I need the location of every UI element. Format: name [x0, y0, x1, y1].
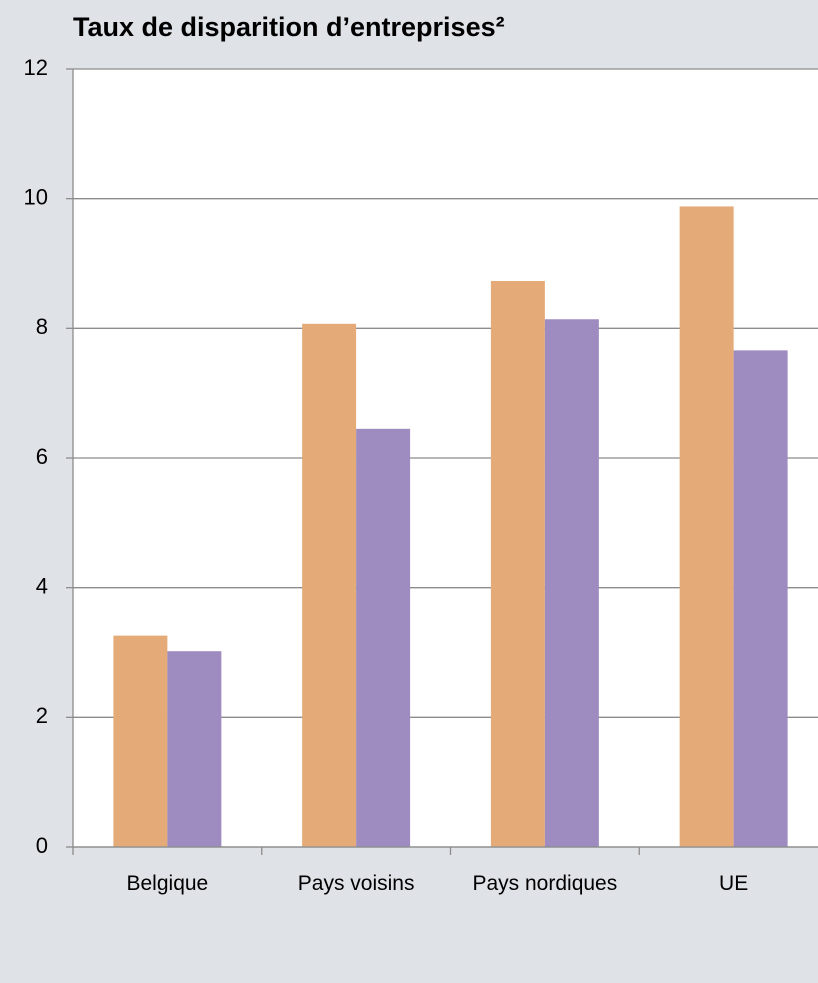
y-tick-label: 6	[36, 444, 48, 469]
chart-title: Taux de disparition d’entreprises²	[73, 12, 505, 42]
bar	[733, 350, 788, 847]
y-tick-label: 8	[36, 314, 48, 339]
x-tick-label: Belgique	[126, 872, 209, 895]
bar	[113, 635, 168, 847]
x-tick-label: UE	[719, 872, 749, 895]
x-tick-label: Pays voisins	[297, 872, 415, 895]
y-tick-label: 4	[36, 573, 48, 598]
y-tick-label: 2	[36, 703, 48, 728]
bar	[679, 206, 734, 848]
y-tick-label: 10	[24, 184, 48, 209]
bar	[356, 428, 411, 847]
bar	[167, 651, 222, 847]
x-tick-label: Pays nordiques	[472, 872, 618, 895]
bar	[302, 323, 357, 847]
bar	[490, 281, 545, 847]
y-tick-label: 0	[36, 833, 48, 858]
y-tick-label: 12	[24, 55, 48, 80]
bar	[544, 319, 599, 847]
